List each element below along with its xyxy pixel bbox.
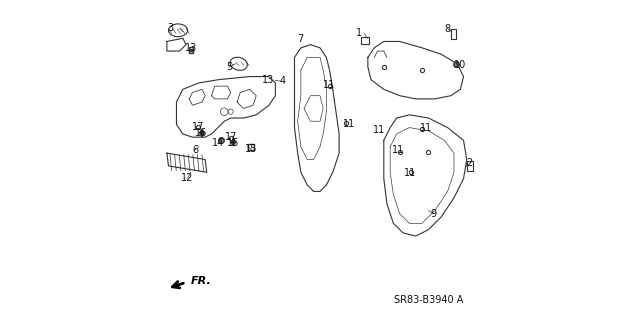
Text: 6: 6	[192, 145, 198, 155]
Text: 3: 3	[167, 23, 173, 33]
Text: 11: 11	[404, 168, 416, 178]
Text: 17: 17	[225, 132, 237, 142]
Polygon shape	[230, 138, 236, 146]
Text: 11: 11	[323, 80, 335, 91]
Text: 16: 16	[195, 128, 207, 138]
Text: FR.: FR.	[191, 276, 212, 286]
Text: 17: 17	[192, 122, 204, 132]
Text: 9: 9	[430, 209, 436, 219]
Text: 8: 8	[445, 24, 451, 34]
Text: 14: 14	[212, 138, 225, 148]
Text: SR83-B3940 A: SR83-B3940 A	[394, 295, 463, 305]
Text: 11: 11	[420, 122, 432, 133]
Text: 12: 12	[181, 173, 194, 183]
Text: 13: 13	[262, 75, 275, 85]
Text: 11: 11	[373, 125, 385, 135]
Text: 1: 1	[356, 28, 362, 39]
Polygon shape	[200, 129, 205, 137]
Text: 5: 5	[226, 62, 232, 72]
Text: 11: 11	[343, 119, 355, 129]
Text: 2: 2	[466, 158, 472, 168]
Text: 11: 11	[392, 145, 404, 155]
Text: 10: 10	[454, 60, 467, 70]
Text: 16: 16	[227, 137, 239, 148]
Text: 13: 13	[185, 43, 197, 54]
Text: 15: 15	[245, 144, 258, 154]
Text: 4: 4	[279, 76, 285, 86]
Text: 7: 7	[297, 34, 303, 44]
